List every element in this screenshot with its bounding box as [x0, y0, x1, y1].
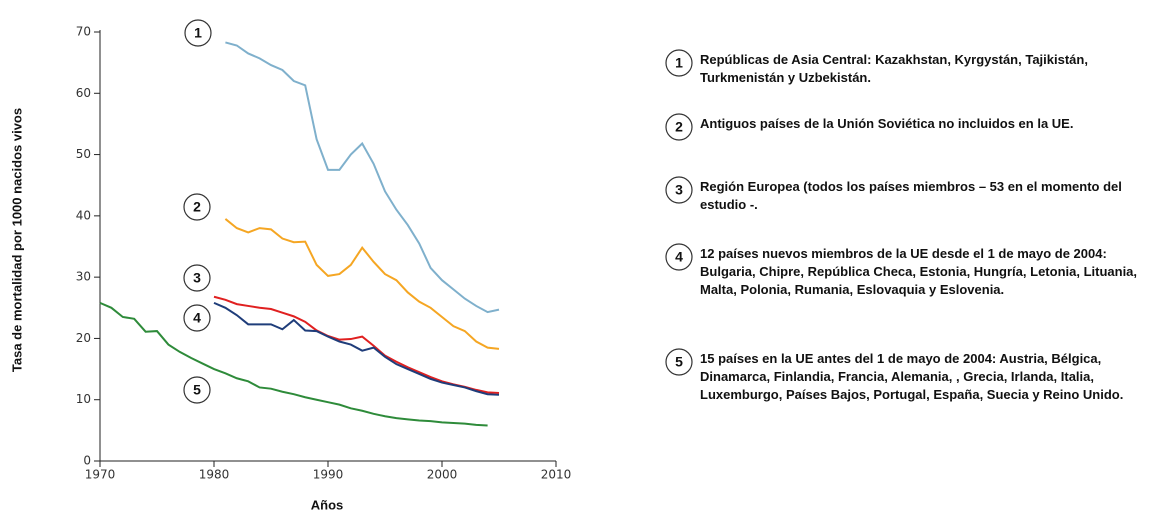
y-tick-label: 60 [76, 86, 91, 100]
legend-text: 15 países en la UE antes del 1 de mayo d… [700, 351, 1124, 402]
series-label: 4 [193, 310, 201, 326]
series-line [224, 218, 500, 350]
legend-number: 1 [675, 55, 683, 71]
legend-number-circle [665, 176, 693, 204]
legend-text: Repúblicas de Asia Central: Kazakhstan, … [700, 52, 1088, 85]
x-tick-label: 2010 [541, 468, 572, 482]
legend-text: Antiguos países de la Unión Soviética no… [700, 116, 1074, 131]
y-tick-label: 10 [76, 392, 91, 406]
legend-number-circle [665, 113, 693, 141]
series-line [213, 301, 500, 396]
y-tick-label: 30 [76, 270, 91, 284]
legend-number-circle [665, 243, 693, 271]
series-line [225, 41, 500, 314]
y-tick-label: 70 [76, 25, 91, 39]
legend-text: Región Europea (todos los países miembro… [700, 179, 1122, 212]
x-tick-label: 1980 [199, 468, 230, 482]
series-line [213, 295, 500, 394]
legend-number: 5 [675, 354, 683, 370]
series-label: 5 [193, 382, 201, 398]
series-label: 1 [194, 25, 202, 41]
x-tick-label: 1970 [85, 468, 116, 482]
legend-text: 12 países nuevos miembros de la UE desde… [700, 246, 1138, 297]
legend-number: 2 [675, 119, 683, 135]
y-tick-label: 50 [76, 147, 91, 161]
y-tick-label: 0 [83, 454, 91, 468]
x-tick-label: 1990 [313, 468, 344, 482]
series-label-circle [183, 264, 211, 292]
y-axis-label: Tasa de mortalidad por 1000 nacidos vivo… [9, 108, 24, 372]
series-line [99, 301, 488, 427]
legend-number-circle [665, 348, 693, 376]
series-label: 3 [193, 270, 201, 286]
y-tick-label: 20 [76, 331, 91, 345]
series-label: 2 [193, 199, 201, 215]
series-label-circle [183, 304, 211, 332]
legend-number: 3 [675, 182, 683, 198]
x-tick-label: 2000 [427, 468, 458, 482]
series-label-circle [184, 19, 212, 47]
y-tick-label: 40 [76, 208, 91, 222]
series-label-circle [183, 193, 211, 221]
legend-number-circle [665, 49, 693, 77]
series-label-circle [183, 376, 211, 404]
x-axis-label: Años [311, 497, 344, 512]
legend-number: 4 [675, 249, 683, 265]
